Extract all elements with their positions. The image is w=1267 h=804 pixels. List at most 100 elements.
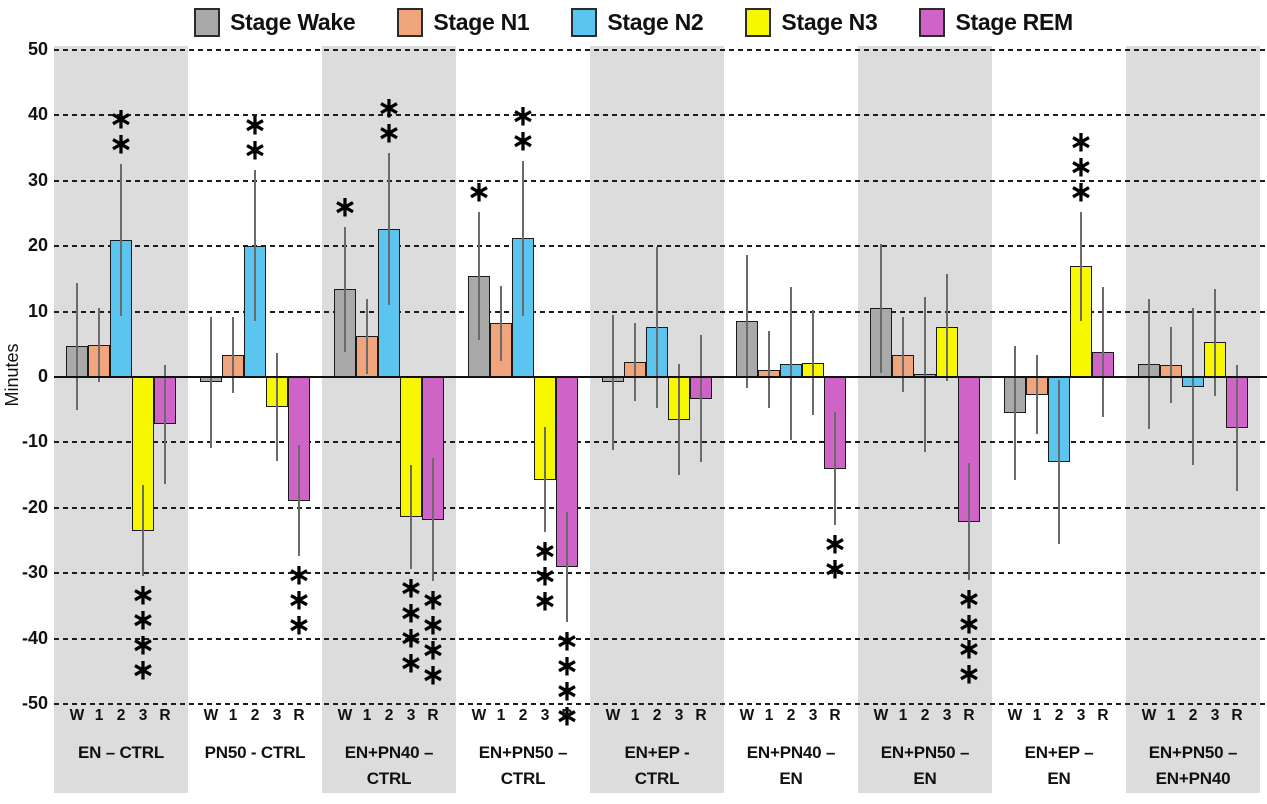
significance-stars-g7-R: ∗ ∗ ∗ ∗ <box>952 583 986 688</box>
error-bar-g8-R <box>1101 287 1105 417</box>
group-label-7: EN+PN50 – <box>880 743 970 762</box>
legend-label: Stage N2 <box>607 8 704 35</box>
star-icon: ∗ <box>287 584 311 616</box>
group-label-9: EN+PN50 – <box>1148 743 1238 762</box>
star-icon: ∗ <box>467 176 491 208</box>
star-icon: ∗ <box>533 534 557 566</box>
gridline--30 <box>54 572 1267 575</box>
star-icon: ∗ <box>109 103 133 135</box>
x-stage-label-g7-W: W <box>873 707 889 724</box>
x-stage-label-g3-W: W <box>337 707 353 724</box>
significance-stars-g3-2: ∗ ∗ <box>372 92 406 149</box>
error-bar-g9-R <box>1235 365 1239 491</box>
x-stage-label-g7-3: 3 <box>942 707 952 724</box>
x-stage-label-g7-R: R <box>963 707 975 724</box>
x-stage-label-g5-3: 3 <box>674 707 684 724</box>
group-label-2: PN50 - CTRL <box>204 743 306 762</box>
x-stage-label-g1-2: 2 <box>116 707 126 724</box>
error-bar-g1-R <box>163 364 167 484</box>
star-icon: ∗ <box>823 552 847 584</box>
star-icon: ∗ <box>399 572 423 604</box>
y-tick-label-50: 50 <box>27 39 48 59</box>
x-stage-label-g4-2: 2 <box>518 707 528 724</box>
star-icon: ∗ <box>421 584 445 616</box>
x-stage-label-g1-3: 3 <box>138 707 148 724</box>
x-stage-label-g5-1: 1 <box>630 707 640 724</box>
error-bar-g9-3 <box>1213 288 1217 396</box>
legend-label: Stage REM <box>955 8 1073 35</box>
error-bar-g6-3 <box>811 310 815 415</box>
error-bar-g2-W <box>209 316 213 448</box>
x-stage-label-g1-R: R <box>159 707 171 724</box>
error-bar-g3-1 <box>365 298 369 375</box>
x-stage-label-g9-R: R <box>1231 707 1243 724</box>
legend-item-stage-n1: Stage N1 <box>397 7 530 37</box>
error-bar-g3-R <box>431 458 435 582</box>
gridline-40 <box>54 114 1267 117</box>
star-icon: ∗ <box>131 629 155 661</box>
group-band <box>590 46 724 793</box>
group-label-8: EN+EP – <box>1024 743 1094 762</box>
x-stage-label-g2-R: R <box>293 707 305 724</box>
gridline-20 <box>54 245 1267 248</box>
star-icon: ∗ <box>1069 175 1093 207</box>
x-stage-label-g1-W: W <box>69 707 85 724</box>
x-stage-label-g8-R: R <box>1097 707 1109 724</box>
y-tick-label--30: -30 <box>21 562 48 583</box>
significance-stars-g3-3: ∗ ∗ ∗ ∗ <box>394 572 428 677</box>
x-stage-label-g2-2: 2 <box>250 707 260 724</box>
error-bar-g2-R <box>297 445 301 557</box>
star-icon: ∗ <box>555 649 579 681</box>
y-tick-label-40: 40 <box>27 104 48 125</box>
legend-swatch-icon <box>571 7 598 37</box>
x-stage-label-g9-1: 1 <box>1166 707 1176 724</box>
x-stage-label-g3-3: 3 <box>406 707 416 724</box>
x-stage-label-g3-2: 2 <box>384 707 394 724</box>
x-stage-label-g7-2: 2 <box>920 707 930 724</box>
star-icon: ∗ <box>333 190 357 222</box>
y-tick-label-30: 30 <box>27 169 48 190</box>
significance-stars-g3-W: ∗ <box>328 190 362 222</box>
x-stage-label-g4-R: R <box>561 707 573 724</box>
group-label-6: EN+PN40 – <box>746 743 836 762</box>
star-icon: ∗ <box>377 92 401 124</box>
error-bar-g1-1 <box>97 307 101 383</box>
error-bar-g4-1 <box>499 286 503 361</box>
significance-stars-g1-3: ∗ ∗ ∗ ∗ <box>126 581 160 684</box>
group-label-3: EN+PN40 – <box>344 743 434 762</box>
error-bar-g3-3 <box>409 464 413 570</box>
legend-item-stage-rem: Stage REM <box>919 7 1073 37</box>
star-icon: ∗ <box>421 659 445 691</box>
star-icon: ∗ <box>555 674 579 706</box>
error-bar-g1-3 <box>141 484 145 577</box>
error-bar-g3-W <box>343 226 347 353</box>
star-icon: ∗ <box>957 583 981 615</box>
star-icon: ∗ <box>957 633 981 665</box>
significance-stars-g1-2: ∗ ∗ <box>104 103 138 158</box>
star-icon: ∗ <box>957 608 981 640</box>
star-icon: ∗ <box>243 133 267 165</box>
error-bar-g5-1 <box>633 322 637 402</box>
star-icon: ∗ <box>377 117 401 149</box>
legend: Stage Wake Stage N1 Stage N2 Stage N3 Stage … <box>0 2 1267 42</box>
error-bar-g6-1 <box>767 331 771 409</box>
error-bar-g3-2 <box>387 153 391 306</box>
x-stage-label-g4-3: 3 <box>540 707 550 724</box>
star-icon: ∗ <box>1069 125 1093 157</box>
gridline--40 <box>54 637 1267 640</box>
group-label-1: EN – CTRL <box>77 743 165 762</box>
legend-label: Stage Wake <box>230 8 356 35</box>
y-tick-label-10: 10 <box>27 300 48 321</box>
error-bar-g2-2 <box>253 169 257 322</box>
error-bar-g1-2 <box>119 164 123 317</box>
error-bar-g8-2 <box>1057 379 1061 545</box>
error-bar-g8-W <box>1013 345 1017 481</box>
error-bar-g7-W <box>879 243 883 374</box>
legend-swatch-icon <box>194 7 221 37</box>
group-label-4: CTRL <box>500 769 546 788</box>
x-stage-label-g9-W: W <box>1141 707 1157 724</box>
x-stage-label-g5-W: W <box>605 707 621 724</box>
error-bar-g4-3 <box>543 427 547 532</box>
error-bar-g1-W <box>75 282 79 410</box>
